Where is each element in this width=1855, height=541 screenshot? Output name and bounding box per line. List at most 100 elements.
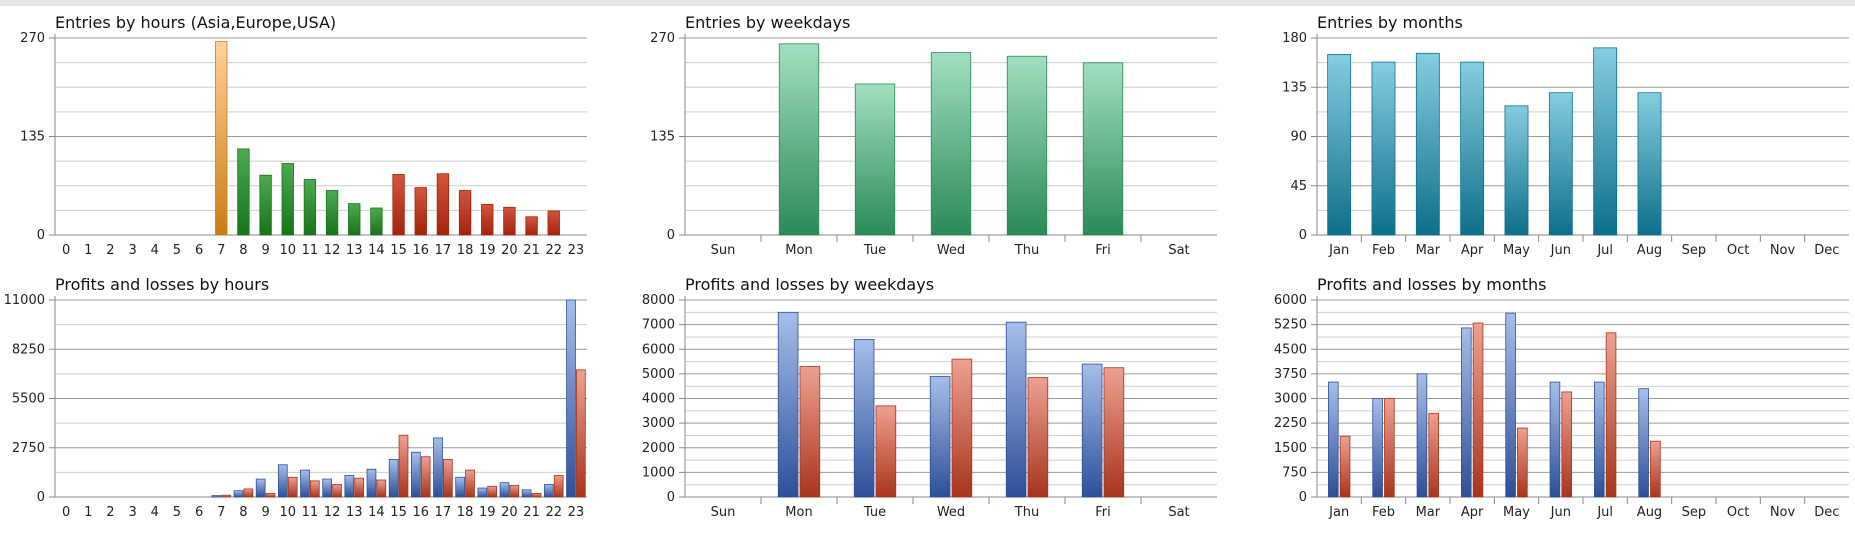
x-tick-label: Jul xyxy=(1596,505,1613,520)
x-tick-label: Mon xyxy=(785,243,812,258)
x-tick-label: Oct xyxy=(1727,243,1749,258)
bar xyxy=(281,163,294,236)
bar-series-1 xyxy=(322,478,332,498)
bar-series-2 xyxy=(509,484,520,498)
x-tick-label: 7 xyxy=(217,505,225,520)
chart-title: Profits and losses by hours xyxy=(55,275,269,294)
bar-series-2 xyxy=(420,456,431,498)
bar xyxy=(325,190,339,236)
x-tick-label: Jun xyxy=(1550,243,1571,258)
bar-series-1 xyxy=(566,299,576,498)
bar-series-1 xyxy=(255,478,266,498)
x-tick-label: 21 xyxy=(523,243,540,258)
bar-series-2 xyxy=(465,469,475,498)
bar-series-1 xyxy=(233,490,244,498)
x-tick-label: 10 xyxy=(279,243,296,258)
x-tick-label: 0 xyxy=(62,505,70,520)
x-tick-label: Jul xyxy=(1596,243,1613,258)
x-tick-label: Nov xyxy=(1770,243,1796,258)
x-tick-label: Fri xyxy=(1095,505,1111,520)
chart-entries-by-months: Entries by months 0 45 90 135 180 Jan Feb Mar Apr… xyxy=(1262,10,1849,270)
x-tick-label: Sat xyxy=(1168,505,1189,520)
x-tick-label: 19 xyxy=(479,505,496,520)
y-tick-label: 135 xyxy=(20,130,45,145)
bar xyxy=(436,173,450,236)
y-tick-label: 6000 xyxy=(642,342,675,357)
chart-profits-losses-by-months: Profits and losses by months 0 750 1500 2250… xyxy=(1262,272,1849,532)
y-tick-label: 1000 xyxy=(642,465,675,480)
bar xyxy=(778,43,820,236)
y-tick-label: 1500 xyxy=(1274,441,1307,456)
pl-hours-svg: Profits and losses by hours0275055008250… xyxy=(4,275,587,520)
y-tick-label: 4500 xyxy=(1274,342,1307,357)
bar xyxy=(1637,92,1662,236)
bar-series-1 xyxy=(777,311,799,498)
y-tick-label: 8000 xyxy=(642,293,675,308)
x-tick-label: 17 xyxy=(435,505,452,520)
x-tick-label: Mar xyxy=(1416,505,1441,520)
chart-entries-by-weekdays: Entries by weekdays 0 135 270 Sun Mon Tue Wed Th… xyxy=(630,10,1217,270)
x-tick-label: 4 xyxy=(151,505,159,520)
bar-series-2 xyxy=(1103,367,1125,498)
x-tick-label: Sep xyxy=(1682,243,1707,258)
bar-series-1 xyxy=(1549,381,1561,498)
y-tick-label: 135 xyxy=(1282,80,1307,95)
y-tick-label: 135 xyxy=(650,130,675,145)
x-tick-label: 20 xyxy=(501,505,518,520)
x-tick-label: 16 xyxy=(412,505,429,520)
bar-series-1 xyxy=(1461,327,1472,498)
x-tick-label: 7 xyxy=(217,243,225,258)
bar xyxy=(303,179,317,236)
y-tick-label: 11000 xyxy=(4,293,45,308)
bar-series-2 xyxy=(531,493,542,498)
bar-series-2 xyxy=(221,494,232,498)
x-tick-label: Thu xyxy=(1014,243,1039,258)
y-tick-label: 7000 xyxy=(642,318,675,333)
bar-series-2 xyxy=(332,484,342,498)
x-tick-label: 16 xyxy=(412,243,429,258)
y-tick-label: 180 xyxy=(1282,31,1307,46)
y-tick-label: 6000 xyxy=(1274,293,1307,308)
x-tick-label: Mon xyxy=(785,505,812,520)
bar-series-1 xyxy=(1081,363,1103,498)
x-tick-label: 9 xyxy=(261,243,269,258)
bar-series-1 xyxy=(277,464,288,498)
bar-series-1 xyxy=(1594,381,1605,498)
bar-series-2 xyxy=(576,369,586,498)
bar-series-1 xyxy=(1005,321,1027,498)
chart-profits-losses-by-hours: Profits and losses by hours 0 2750 5500 8250… xyxy=(0,272,587,532)
chart-title: Profits and losses by months xyxy=(1317,275,1547,294)
bar xyxy=(503,206,516,236)
x-tick-label: Aug xyxy=(1637,243,1662,258)
x-tick-label: Feb xyxy=(1372,505,1395,520)
bar-series-2 xyxy=(310,480,320,498)
x-tick-label: 14 xyxy=(368,505,385,520)
bar-series-1 xyxy=(1505,312,1516,498)
x-tick-label: 15 xyxy=(390,505,407,520)
entries-hours-svg: Entries by hours (Asia,Europe,USA)013527… xyxy=(20,13,587,258)
x-tick-label: Thu xyxy=(1014,505,1039,520)
y-tick-label: 3000 xyxy=(642,416,675,431)
bar-series-1 xyxy=(853,339,875,498)
bar-series-2 xyxy=(243,488,254,498)
x-tick-label: 2 xyxy=(106,505,114,520)
bar-series-2 xyxy=(1561,391,1572,498)
bar-series-1 xyxy=(1372,398,1383,498)
x-tick-label: 13 xyxy=(346,505,363,520)
x-tick-label: 9 xyxy=(261,505,269,520)
pl-weekdays-svg: Profits and losses by weekdays 0 1000 2000 3… xyxy=(642,275,1217,520)
y-tick-label: 0 xyxy=(37,228,45,243)
bar-series-1 xyxy=(499,482,510,498)
bar xyxy=(1415,52,1440,236)
bar xyxy=(259,174,272,236)
bar-series-2 xyxy=(1027,377,1049,498)
y-tick-label: 750 xyxy=(1282,465,1307,480)
chart-title: Entries by weekdays xyxy=(685,13,850,32)
bar xyxy=(854,83,896,236)
y-tick-label: 4000 xyxy=(642,392,675,407)
bar-series-2 xyxy=(951,358,973,498)
x-tick-label: 3 xyxy=(128,243,136,258)
bar-series-2 xyxy=(287,476,298,498)
x-tick-label: 15 xyxy=(390,243,407,258)
bar-series-2 xyxy=(875,405,897,498)
